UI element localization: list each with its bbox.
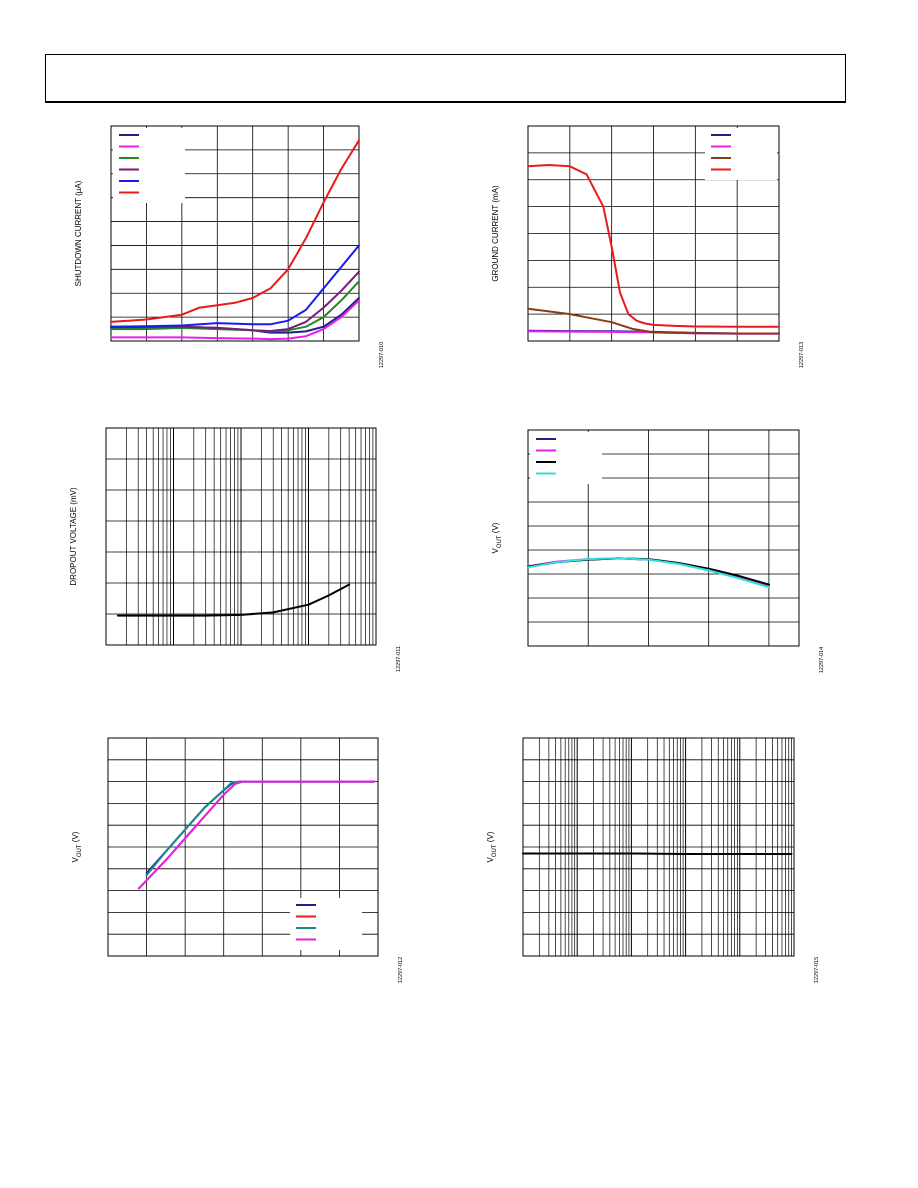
y-axis-label: SHUTDOWN CURRENT (µA) [74,180,83,286]
y-axis-label: VOUT (V) [491,522,503,553]
legend-box [530,432,602,484]
series-line [522,852,793,855]
figure-id: 12297-010 [379,342,385,368]
dropout-voltage-chart: DROPOUT VOLTAGE (mV) 12297-011 [69,427,402,672]
series-line [110,299,360,341]
series-line [137,780,376,890]
figure-id: 12297-011 [396,646,402,672]
legend-box [290,898,362,950]
ground-current-chart: GROUND CURRENT (mA) 12297-013 [491,125,805,368]
legend-box [705,128,777,180]
figure-id: 12297-012 [398,957,404,983]
figure-id: 12297-014 [819,647,825,673]
series-line [527,164,780,328]
y-axis-label: VOUT (V) [71,831,83,862]
legend-box [113,128,185,203]
vout-chart-a: VOUT (V) 12297-014 [491,429,825,673]
series-line [110,244,360,328]
shutdown-current-chart: SHUTDOWN CURRENT (µA) 12297-010 [74,125,385,368]
vout-chart-b: VOUT (V) 12297-012 [71,737,404,983]
figure-id: 12297-013 [799,342,805,368]
page-header [45,54,846,103]
series-line [116,583,351,617]
figure-id: 12297-015 [814,957,820,983]
y-axis-label: GROUND CURRENT (mA) [491,185,500,282]
vout-chart-c: VOUT (V) 12297-015 [486,737,820,983]
series-line [527,557,770,589]
series-line [110,139,360,323]
y-axis-label: DROPOUT VOLTAGE (mV) [69,487,78,586]
y-axis-label: VOUT (V) [486,831,498,862]
series-line [527,307,780,335]
